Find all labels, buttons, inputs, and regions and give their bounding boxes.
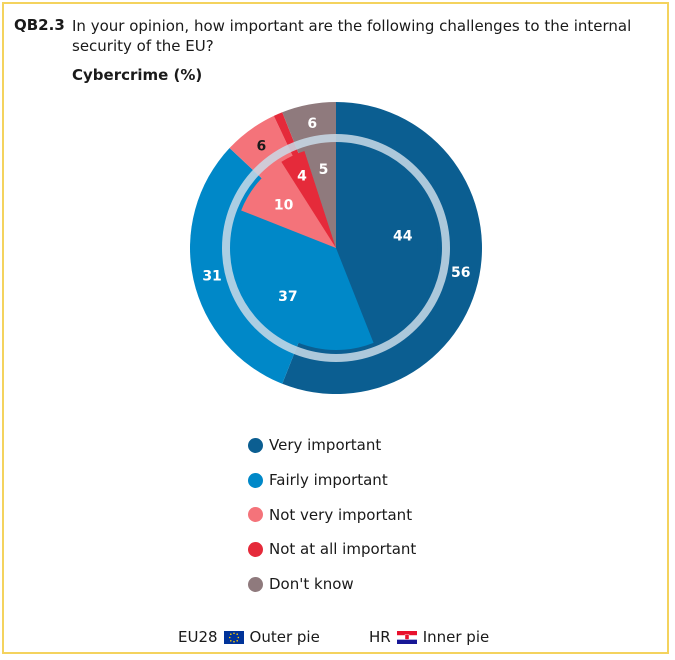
eu-flag-icon (223, 630, 244, 644)
inner-pie-label: Inner pie (422, 628, 490, 646)
legend-label: Fairly important (269, 471, 388, 490)
legend-item-not-very-important: Not very important (248, 497, 416, 532)
legend-label: Not very important (269, 505, 413, 524)
pie-chart: 56 31 6 6 44 37 104 5 (190, 102, 482, 395)
legend-item-not-at-all-important: Not at all important (248, 532, 416, 567)
legend-dot-icon (248, 541, 263, 557)
inner-label-2: 10 (274, 198, 294, 214)
inner-slice-2 (241, 161, 336, 248)
inner-slice-0 (336, 146, 438, 343)
inner-label-3: 4 (297, 169, 307, 185)
chart-subtitle: Cybercrime (%) (72, 66, 203, 84)
outer-label-1: 31 (202, 269, 221, 285)
outer-label-0: 56 (451, 265, 470, 281)
inner-slice-3 (281, 150, 336, 248)
legend-label: Not at all important (269, 540, 417, 559)
inner-label-0: 44 (393, 228, 413, 244)
inner-label-1: 37 (278, 289, 297, 305)
legend-item-dont-know: Don't know (248, 567, 416, 602)
eu-label: EU28 (178, 628, 218, 646)
inner-slice-4 (304, 146, 336, 248)
legend-dot-icon (248, 507, 263, 523)
legend-dot-icon (248, 472, 263, 488)
croatia-flag-icon (396, 630, 417, 644)
inner-slice-1 (234, 210, 374, 350)
outer-label-4: 6 (307, 116, 317, 132)
legend-item-very-important: Very important (248, 428, 416, 463)
legend-label: Very important (269, 436, 382, 455)
outer-pie-label: Outer pie (249, 628, 320, 646)
hr-label: HR (369, 628, 391, 646)
legend-label: Don't know (269, 575, 354, 594)
legend: Very important Fairly important Not very… (248, 428, 416, 601)
inner-label-4: 5 (319, 162, 329, 178)
question-text: In your opinion, how important are the f… (72, 17, 632, 55)
outer-label-2: 6 (256, 138, 266, 154)
legend-item-fairly-important: Fairly important (248, 463, 416, 498)
question-code: QB2.3 (14, 16, 65, 34)
footer-eu: EU28 Outer pie (178, 628, 320, 646)
legend-dot-icon (248, 576, 263, 592)
legend-dot-icon (248, 437, 263, 453)
separator-ring (222, 134, 450, 362)
footer-hr: HR Inner pie (369, 628, 489, 646)
